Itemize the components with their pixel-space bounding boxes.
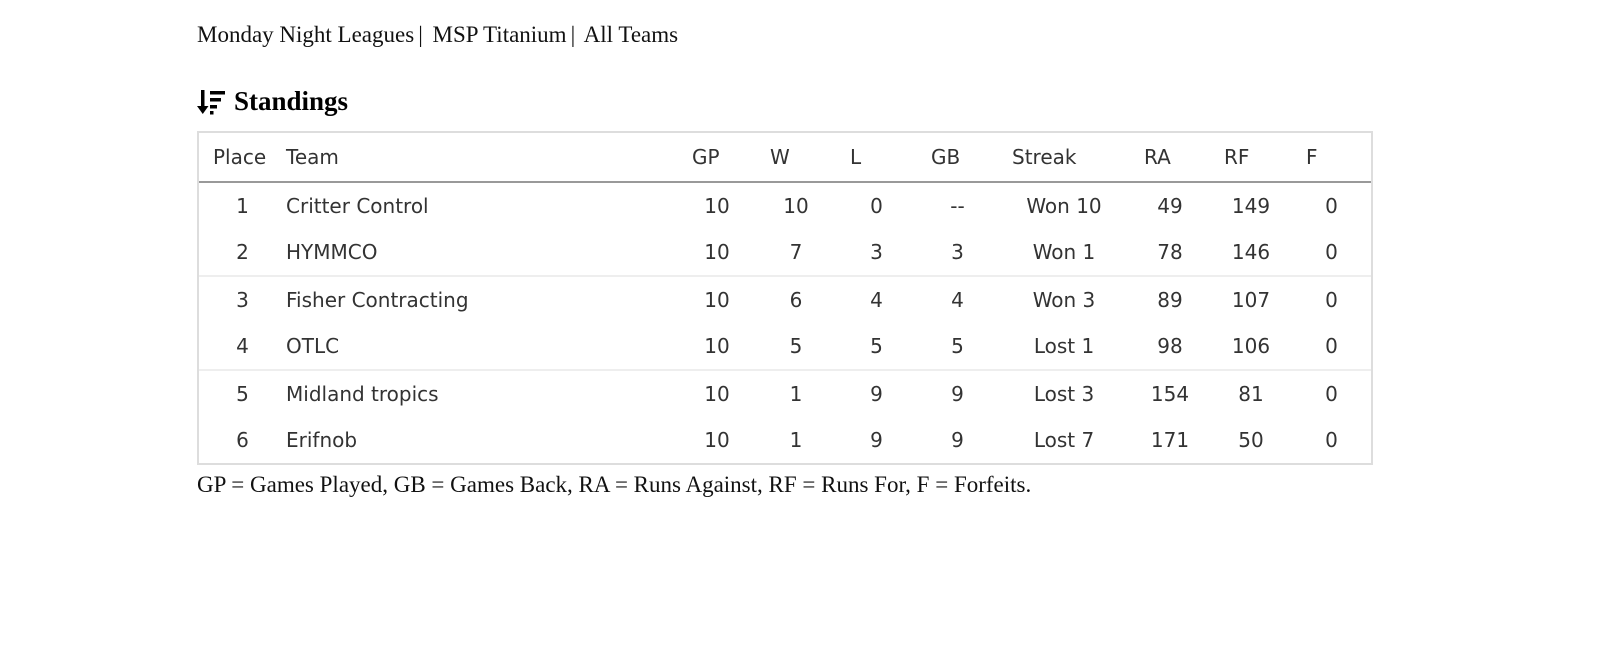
- table-row: 1 Critter Control 10 10 0 -- Won 10 49 149 0: [199, 182, 1371, 229]
- cell-f: 0: [1325, 288, 1338, 312]
- cell-place: 3: [236, 288, 249, 312]
- cell-ra: 89: [1157, 288, 1183, 312]
- cell-gb: 4: [951, 288, 964, 312]
- cell-ra: 98: [1130, 323, 1210, 371]
- column-header-rf[interactable]: RF: [1210, 133, 1292, 183]
- heading-text: Standings: [234, 86, 349, 116]
- cell-gp: 10: [704, 194, 730, 218]
- cell-gb: 5: [917, 323, 998, 371]
- cell-team[interactable]: Fisher Contracting: [286, 288, 469, 312]
- cell-gp: 10: [704, 428, 730, 452]
- cell-f: 0: [1292, 323, 1371, 371]
- cell-f: 0: [1325, 194, 1338, 218]
- cell-gb: 9: [951, 428, 964, 452]
- cell-gb: 3: [917, 229, 998, 277]
- column-header-gb[interactable]: GB: [917, 133, 998, 183]
- column-header-f[interactable]: F: [1292, 133, 1371, 183]
- breadcrumb-teams[interactable]: All Teams: [583, 22, 679, 47]
- cell-place: 5: [236, 382, 249, 406]
- cell-l: 3: [836, 229, 917, 277]
- column-header-l[interactable]: L: [836, 133, 917, 183]
- cell-place: 2: [199, 229, 286, 277]
- column-header-ra[interactable]: RA: [1130, 133, 1210, 183]
- cell-gp: 10: [678, 229, 756, 277]
- cell-place: 6: [236, 428, 249, 452]
- table-row: 3 Fisher Contracting 10 6 4 4 Won 3 89 107 0: [199, 276, 1371, 323]
- column-header-w[interactable]: W: [756, 133, 836, 183]
- cell-gb: 9: [951, 382, 964, 406]
- cell-ra: 171: [1150, 428, 1190, 452]
- cell-streak: Won 3: [1032, 288, 1096, 312]
- cell-streak: Lost 3: [1033, 382, 1095, 406]
- cell-l: 9: [870, 428, 883, 452]
- cell-w: 1: [789, 428, 803, 452]
- cell-w: 5: [756, 323, 836, 371]
- cell-team[interactable]: Midland tropics: [286, 382, 439, 406]
- column-header-streak[interactable]: Streak: [998, 133, 1130, 183]
- cell-gb: --: [950, 194, 965, 218]
- cell-rf: 50: [1238, 428, 1264, 452]
- cell-rf: 146: [1210, 229, 1292, 277]
- cell-l: 4: [870, 288, 883, 312]
- page-title: Standings: [197, 86, 348, 117]
- column-header-team[interactable]: Team: [286, 133, 678, 183]
- standings-table: Place Team GP W L GB Streak RA RF F 1 Critter Cont…: [197, 131, 1373, 465]
- cell-place: 1: [236, 194, 249, 218]
- cell-rf: 106: [1210, 323, 1292, 371]
- cell-ra: 154: [1150, 382, 1190, 406]
- sort-descending-icon: [197, 89, 225, 114]
- cell-w: 1: [789, 382, 803, 406]
- table-row: 6 Erifnob 10 1 9 9 Lost 7 171 50 0: [199, 417, 1371, 463]
- breadcrumb-division[interactable]: MSP Titanium: [432, 22, 567, 47]
- cell-rf: 107: [1231, 288, 1271, 312]
- cell-rf: 81: [1238, 382, 1264, 406]
- cell-streak: Lost 7: [1033, 428, 1095, 452]
- cell-team[interactable]: Critter Control: [286, 194, 429, 218]
- cell-ra: 78: [1130, 229, 1210, 277]
- cell-streak: Won 10: [1026, 194, 1102, 218]
- column-header-gp[interactable]: GP: [678, 133, 756, 183]
- cell-ra: 49: [1157, 194, 1183, 218]
- breadcrumb: Monday Night Leagues | MSP Titanium | All …: [197, 22, 679, 47]
- cell-team[interactable]: Erifnob: [286, 428, 358, 452]
- cell-streak: Lost 1: [998, 323, 1130, 371]
- cell-w: 10: [783, 194, 809, 218]
- cell-l: 5: [836, 323, 917, 371]
- cell-gp: 10: [704, 288, 730, 312]
- cell-f: 0: [1292, 229, 1371, 277]
- cell-w: 6: [789, 288, 803, 312]
- cell-place: 4: [199, 323, 286, 371]
- cell-l: 0: [870, 194, 883, 218]
- table-row: 4 OTLC 10 5 5 5 Lost 1 98 106 0: [199, 323, 1371, 371]
- legend-footnote: GP = Games Played, GB = Games Back, RA =…: [197, 472, 1032, 497]
- cell-f: 0: [1325, 428, 1338, 452]
- table-header: Place Team GP W L GB Streak RA RF F: [199, 133, 1371, 183]
- breadcrumb-league[interactable]: Monday Night Leagues: [197, 22, 415, 47]
- cell-f: 0: [1325, 382, 1338, 406]
- cell-gp: 10: [704, 382, 730, 406]
- cell-team[interactable]: OTLC: [286, 323, 678, 371]
- table-row: 2 HYMMCO 10 7 3 3 Won 1 78 146 0: [199, 229, 1371, 277]
- cell-l: 9: [870, 382, 883, 406]
- cell-team[interactable]: HYMMCO: [286, 229, 678, 277]
- column-header-place[interactable]: Place: [199, 133, 286, 183]
- cell-gp: 10: [678, 323, 756, 371]
- cell-streak: Won 1: [998, 229, 1130, 277]
- cell-rf: 149: [1231, 194, 1271, 218]
- cell-w: 7: [756, 229, 836, 277]
- table-row: 5 Midland tropics 10 1 9 9 Lost 3 154 81 0: [199, 370, 1371, 417]
